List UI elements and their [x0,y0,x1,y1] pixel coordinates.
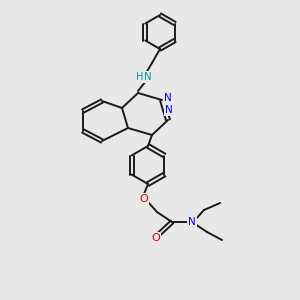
Text: N: N [188,217,196,227]
Text: N: N [165,105,173,115]
Text: H: H [136,72,143,82]
Text: O: O [152,233,160,243]
Text: N: N [164,93,172,103]
Text: N: N [144,72,152,82]
Text: O: O [140,194,148,204]
